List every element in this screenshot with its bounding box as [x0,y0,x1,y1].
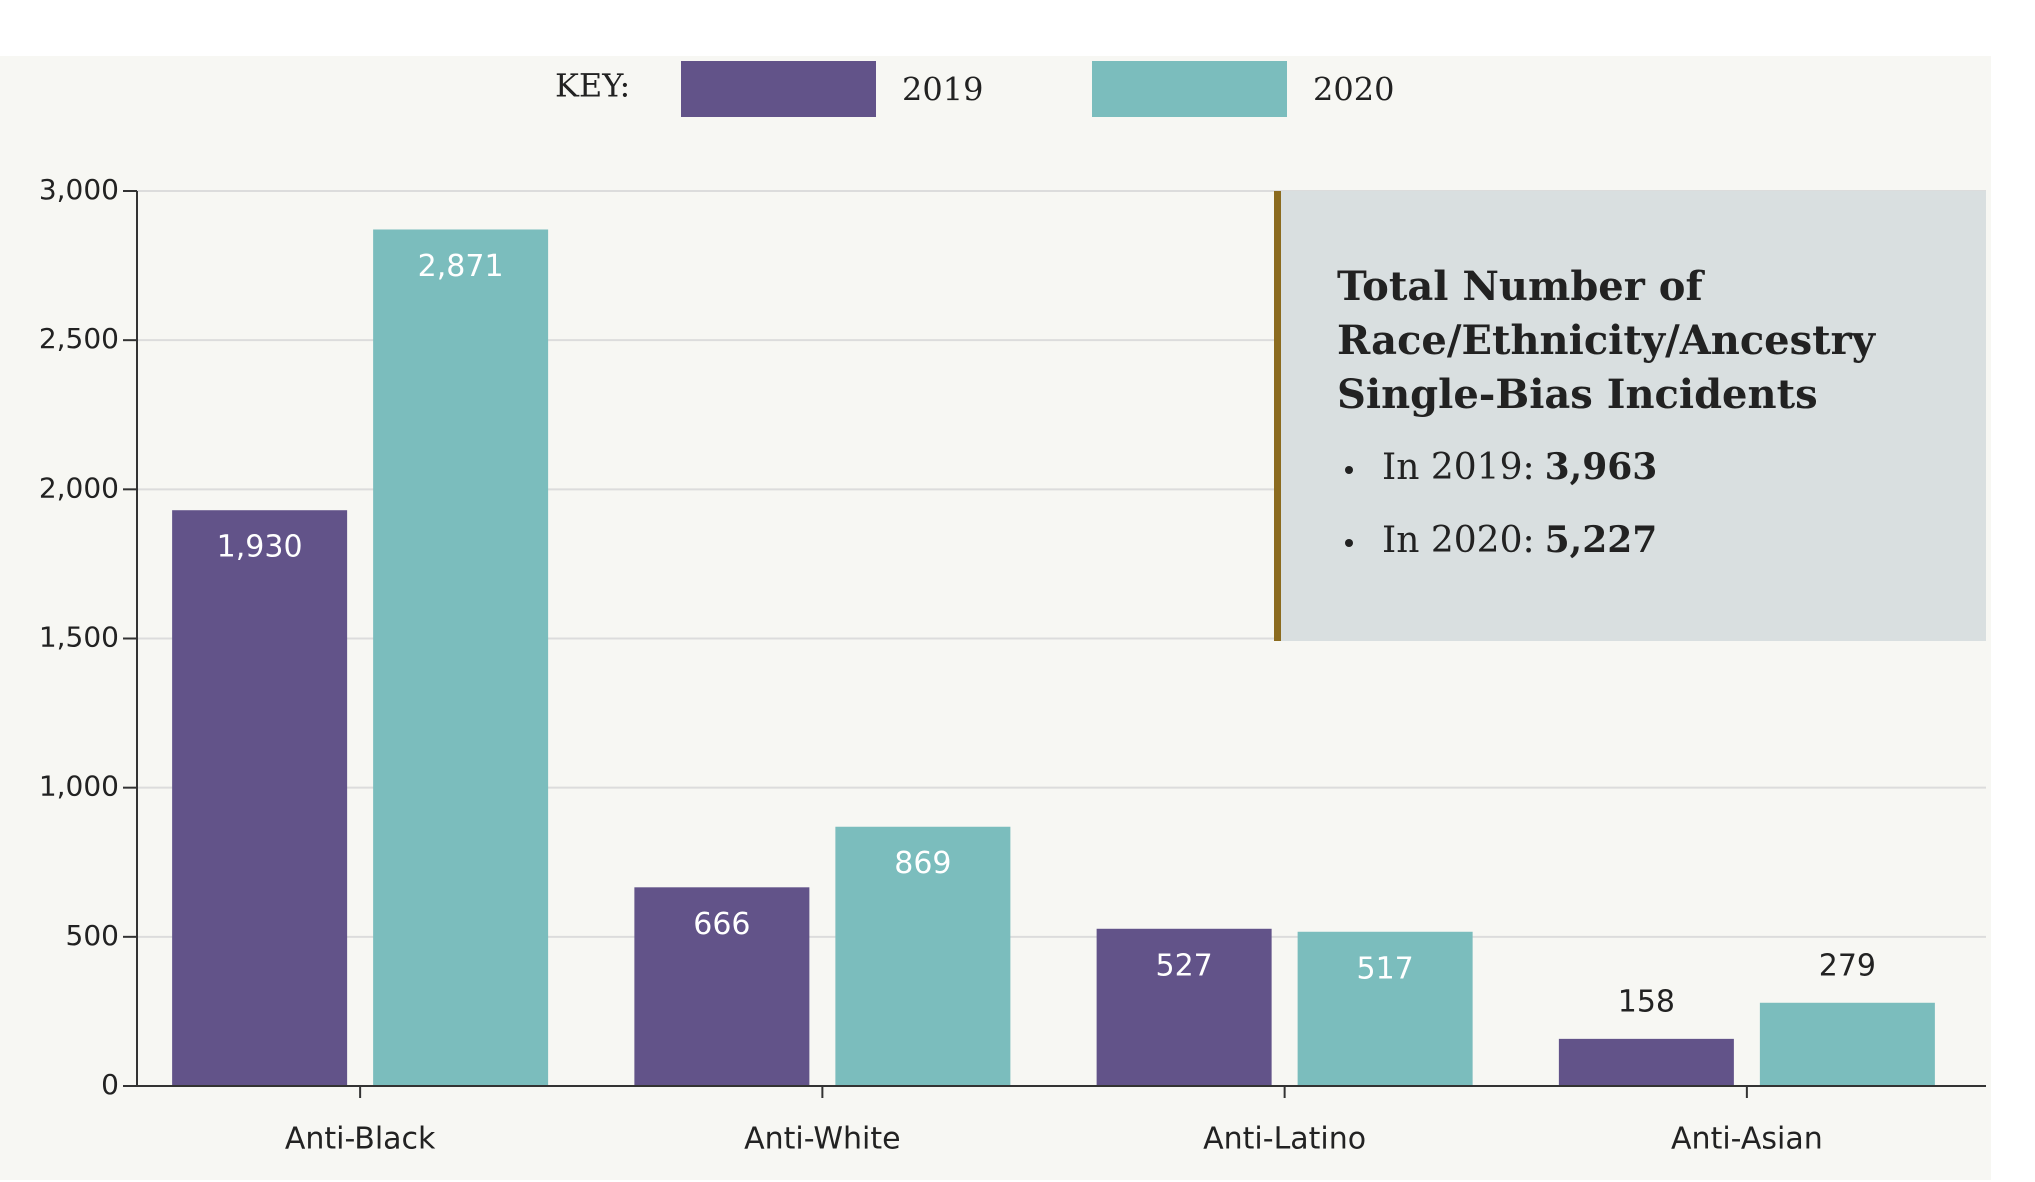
y-tick-label: 500 [66,919,119,952]
value-label: 2,871 [418,249,504,284]
value-label: 527 [1155,948,1212,983]
annotation-value: 3,963 [1545,446,1658,488]
annotation-item: In 2020: 5,227 [1382,519,1657,561]
bar [1558,1038,1734,1086]
annotation-border [1274,191,1281,641]
legend-swatch [1092,61,1287,117]
value-label: 279 [1819,948,1876,983]
bar [1759,1002,1935,1086]
bar [835,826,1011,1086]
y-tick-label: 3,000 [39,173,119,206]
bar [373,229,549,1087]
x-tick-label: Anti-Black [285,1122,436,1157]
legend-label: 2020 [1313,71,1394,109]
x-tick-label: Anti-White [744,1122,900,1157]
value-label: 869 [894,846,951,881]
y-tick-label: 2,500 [39,322,119,355]
annotation-title: Single-Bias Incidents [1337,371,1818,418]
bullet [1345,466,1353,474]
x-tick-label: Anti-Latino [1203,1122,1366,1157]
value-label: 517 [1356,951,1413,986]
y-tick-label: 2,000 [39,471,119,504]
bar [1297,931,1473,1086]
legend-title: KEY: [555,67,630,105]
bar [634,887,810,1086]
legend-label: 2019 [902,71,983,109]
bar [172,510,348,1086]
value-label: 158 [1618,984,1675,1019]
x-tick-label: Anti-Asian [1671,1122,1823,1157]
legend-swatch [681,61,876,117]
bar [1096,928,1272,1086]
value-label: 1,930 [217,530,303,565]
y-tick-label: 1,500 [39,621,119,654]
bullet [1345,539,1353,547]
annotation-label: In 2020: [1382,520,1535,561]
annotation-value: 5,227 [1545,519,1658,561]
annotation-box [1274,191,1986,641]
annotation-title: Total Number of [1337,263,1705,310]
y-tick-label: 1,000 [39,770,119,803]
annotation-title: Race/Ethnicity/Ancestry [1337,317,1877,364]
value-label: 666 [693,907,750,942]
y-tick-label: 0 [101,1068,119,1101]
annotation-label: In 2019: [1382,447,1535,488]
annotation-item: In 2019: 3,963 [1382,446,1657,488]
